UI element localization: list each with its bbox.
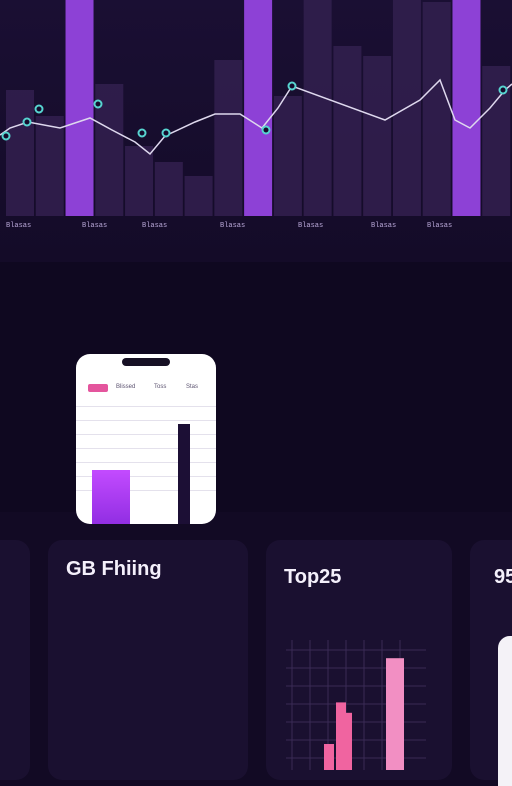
top-bar <box>422 2 451 216</box>
mini-bar-chart <box>286 640 426 770</box>
trend-marker <box>1 131 11 141</box>
card-title: 95 <box>494 566 512 588</box>
trend-marker <box>261 125 271 135</box>
phone-label: Toss <box>154 384 167 390</box>
top-bar <box>244 0 273 216</box>
top-bar <box>154 162 183 216</box>
gridline <box>76 490 216 491</box>
top-bar <box>184 176 213 216</box>
trend-marker <box>287 81 297 91</box>
x-tick-label: Blasas <box>220 222 246 230</box>
top-combo-chart: Blasas Blasas Blasas Blasas Blasas Blasa… <box>0 0 512 262</box>
gridline <box>76 462 216 463</box>
gridline <box>76 406 216 407</box>
card-title: GB Fhiing <box>66 558 162 580</box>
mini-bar <box>344 712 352 770</box>
top-bar <box>65 0 94 216</box>
legend-swatch <box>88 384 108 392</box>
phone-notch <box>122 358 170 366</box>
x-tick-label: Blasas <box>298 222 324 230</box>
mini-bar <box>386 658 404 770</box>
phone-edge <box>498 636 512 786</box>
gridline <box>76 434 216 435</box>
top-bar <box>452 0 481 216</box>
card-right-partial[interactable]: 95 <box>470 540 512 786</box>
top-bar <box>214 60 243 216</box>
top-bar <box>125 146 154 216</box>
trend-marker <box>34 104 44 114</box>
x-tick-label: Blasas <box>82 222 108 230</box>
card-title: Top25 <box>284 566 342 588</box>
top-bar <box>273 96 302 216</box>
card-top25[interactable]: Top25 <box>266 540 452 780</box>
x-tick-label: Blasas <box>371 222 397 230</box>
trend-marker <box>161 128 171 138</box>
x-tick-label: Blasas <box>427 222 453 230</box>
phone-label: Blissed <box>116 384 136 390</box>
gridline <box>76 476 216 477</box>
phone-bar <box>92 470 130 524</box>
top-bar <box>363 56 392 216</box>
top-chart-svg <box>0 0 512 216</box>
gridline <box>76 448 216 449</box>
trend-marker <box>498 85 508 95</box>
phone-label: Stas <box>186 384 199 390</box>
top-bar <box>303 0 332 216</box>
card-fishing[interactable]: GB Fhiing <box>48 540 248 780</box>
top-bar <box>6 90 34 216</box>
mini-bar <box>324 744 334 770</box>
trend-line <box>0 78 512 156</box>
gridline <box>76 420 216 421</box>
trend-marker <box>137 128 147 138</box>
x-tick-label: Blasas <box>6 222 32 230</box>
card-left-partial <box>0 540 30 780</box>
trend-marker <box>22 117 32 127</box>
top-bar <box>35 116 64 216</box>
x-tick-label: Blasas <box>142 222 168 230</box>
phone-mockup: Blissed Toss Stas <box>76 354 216 524</box>
trend-marker <box>93 99 103 109</box>
phone-bar <box>178 424 190 524</box>
top-bar <box>333 46 362 216</box>
